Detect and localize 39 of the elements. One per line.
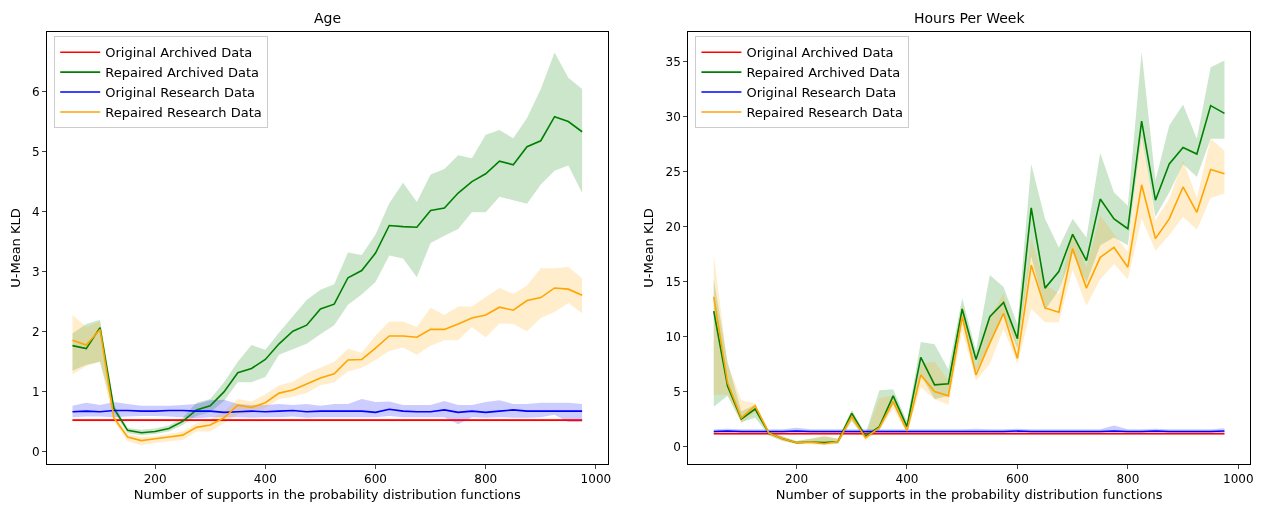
y-tick-label: 20 [665,219,681,234]
x-tick-label: 1000 [580,472,612,487]
y-tick-label: 1 [31,385,40,400]
legend-label: Repaired Archived Data [105,65,260,81]
y-tick-label: 6 [31,84,40,99]
y-tick-label: 4 [31,204,40,219]
y-axis-title: U-Mean KLD [641,208,657,288]
y-tick-label: 5 [673,384,681,399]
y-tick-label: 2 [31,325,40,340]
x-tick-label: 200 [785,472,809,487]
x-axis-title: Number of supports in the probability distribution functions [775,487,1163,502]
x-tick-label: 400 [253,472,277,487]
legend-label: Original Research Data [746,85,897,101]
chart-title: Hours Per Week [914,10,1026,26]
y-axis-title: U-Mean KLD [7,208,23,288]
x-tick-label: 600 [364,472,387,487]
x-tick-label: 600 [1005,472,1029,487]
y-tick-label: 15 [665,274,681,289]
legend-label: Repaired Research Data [105,105,262,121]
x-tick-label: 400 [895,472,919,487]
y-tick-label: 3 [31,264,40,279]
legend-label: Original Archived Data [746,45,894,61]
chart-title: Age [314,10,342,26]
y-tick-label: 5 [31,144,40,159]
y-tick-label: 0 [673,439,681,454]
x-tick-label: 1000 [1223,472,1254,487]
y-tick-label: 25 [665,164,681,179]
x-axis-title: Number of supports in the probability distribution functions [133,487,521,502]
legend-label: Repaired Archived Data [746,65,901,81]
legend-label: Original Archived Data [105,45,253,61]
y-tick-label: 10 [665,329,681,344]
y-tick-label: 0 [31,445,40,460]
legend-label: Repaired Research Data [746,105,903,121]
x-tick-label: 800 [474,472,498,487]
y-tick-label: 30 [665,109,681,124]
x-tick-label: 800 [1116,472,1140,487]
x-tick-label: 200 [143,472,167,487]
y-tick-label: 35 [665,54,681,69]
legend-label: Original Research Data [105,85,256,101]
